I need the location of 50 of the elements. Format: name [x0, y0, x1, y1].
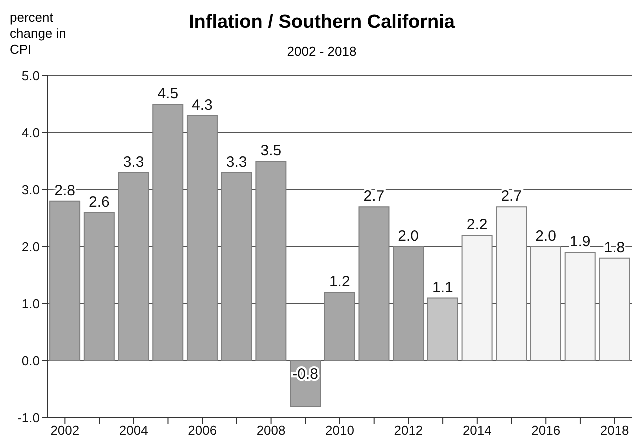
data-label: 2.0 — [398, 228, 420, 245]
bar — [84, 212, 115, 362]
y-tick-label: 4.0 — [22, 126, 40, 141]
data-label: 3.5 — [260, 142, 282, 160]
bar — [599, 258, 630, 362]
bar — [564, 252, 596, 362]
y-tick-label: 1.0 — [22, 296, 40, 312]
bar — [462, 235, 493, 362]
bar — [256, 161, 287, 362]
bar — [186, 115, 218, 362]
data-label: 1.2 — [329, 274, 350, 291]
bar — [221, 172, 252, 362]
bar — [530, 246, 562, 362]
y-tick-label: -1.0 — [18, 410, 40, 426]
bar — [324, 292, 356, 362]
x-tick-label: 2012 — [394, 423, 424, 438]
y-axis-title: percent change in CPI — [10, 10, 68, 58]
data-label: 3.3 — [123, 154, 144, 171]
data-label: 2.6 — [88, 194, 110, 211]
data-label: 2.0 — [536, 228, 556, 245]
data-label: 3.3 — [226, 154, 248, 171]
bar — [393, 246, 424, 362]
data-label: 1.9 — [570, 234, 591, 251]
data-label: 4.5 — [158, 86, 179, 102]
bar — [118, 172, 150, 362]
data-label: 2.2 — [466, 216, 488, 234]
x-tick-label: 2010 — [326, 423, 354, 438]
bar — [50, 200, 81, 362]
data-label: 2.7 — [364, 188, 385, 206]
y-tick-label: 3.0 — [22, 182, 40, 198]
x-tick-label: 2016 — [532, 423, 561, 438]
y-tick-label: 0.0 — [22, 354, 40, 369]
x-tick-label: 2008 — [256, 423, 286, 438]
x-tick-label: 2006 — [188, 423, 218, 438]
chart-title: Inflation / Southern California — [189, 12, 455, 33]
data-label: 1.1 — [432, 279, 454, 296]
x-tick-label: 2018 — [600, 423, 630, 438]
y-tick-label: 2.0 — [22, 240, 40, 255]
data-label: 4.3 — [192, 96, 213, 114]
chart-subtitle: 2002 - 2018 — [287, 44, 357, 59]
x-tick-label: 2002 — [50, 423, 80, 438]
x-tick-label: 2004 — [119, 423, 148, 438]
y-tick-label: 5.0 — [22, 68, 40, 84]
bar — [496, 206, 528, 362]
data-label: -0.8 — [292, 366, 318, 383]
data-label: 2.7 — [501, 188, 522, 206]
x-tick-label: 2014 — [462, 423, 492, 438]
bar — [358, 206, 390, 362]
bar — [152, 104, 184, 362]
bar — [427, 298, 458, 362]
